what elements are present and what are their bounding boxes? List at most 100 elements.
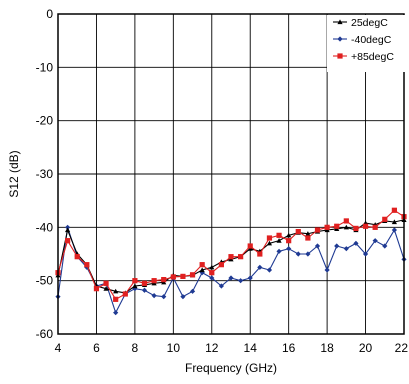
data-point: [65, 227, 71, 233]
data-point: [189, 272, 196, 278]
legend-marker: [337, 36, 343, 42]
data-point: [218, 262, 224, 268]
y-tick-label: -20: [36, 114, 54, 128]
data-point: [266, 267, 273, 273]
x-tick-label: 16: [282, 341, 296, 355]
data-point: [343, 218, 349, 224]
data-point: [391, 207, 397, 213]
data-point: [113, 310, 119, 316]
data-point: [343, 246, 349, 252]
data-point: [257, 264, 263, 270]
data-point: [151, 278, 157, 284]
y-tick-label: -10: [36, 60, 54, 74]
legend-item: +85degC: [333, 51, 394, 63]
legend-label: 25degC: [351, 17, 388, 29]
data-point: [209, 264, 215, 270]
data-point: [391, 219, 397, 225]
x-axis-label: Frequency (GHz): [185, 361, 277, 375]
x-tick-label: 6: [93, 341, 100, 355]
data-point: [238, 278, 244, 284]
data-point: [209, 275, 215, 281]
x-tick-label: 14: [244, 341, 258, 355]
data-point: [113, 288, 119, 294]
data-point: [93, 286, 100, 292]
data-point: [65, 238, 71, 244]
data-point: [286, 232, 292, 238]
data-point: [334, 243, 340, 249]
data-point: [122, 291, 128, 297]
x-tick-label: 8: [132, 341, 139, 355]
data-point: [180, 294, 186, 300]
legend-item: 25degC: [333, 17, 388, 29]
data-point: [314, 227, 321, 233]
x-ticks: 4 6 8 10 12 14 16 18 20 22: [55, 341, 409, 355]
data-point: [247, 275, 253, 281]
data-point: [305, 231, 311, 236]
data-point: [276, 238, 282, 243]
series-line: [57, 227, 405, 315]
data-point: [372, 224, 378, 230]
x-tick-label: 20: [359, 341, 373, 355]
data-point: [247, 243, 253, 249]
data-point: [276, 248, 282, 254]
data-point: [314, 243, 321, 249]
data-point: [218, 283, 224, 289]
series-group: [55, 207, 407, 316]
data-point: [199, 267, 205, 273]
data-point: [362, 223, 369, 229]
data-point: [161, 294, 167, 300]
data-point: [391, 227, 397, 233]
legend-marker: [337, 19, 343, 25]
x-tick-label: 18: [320, 341, 334, 355]
y-tick-label: -30: [36, 167, 54, 181]
data-point: [372, 238, 378, 244]
plot-frame: [57, 13, 405, 335]
data-point: [113, 296, 119, 302]
data-point: [353, 225, 359, 231]
y-tick-label: -40: [36, 220, 54, 234]
data-point: [132, 278, 138, 284]
x-tick-label: 4: [55, 341, 62, 355]
data-point: [276, 232, 282, 238]
data-point: [295, 251, 301, 257]
data-point: [343, 224, 349, 230]
data-point: [151, 293, 157, 299]
data-point: [324, 224, 330, 230]
legend: 25degC -40degC +85degC: [327, 15, 405, 72]
data-point: [238, 254, 244, 260]
series--40degC: [55, 224, 407, 316]
y-axis-label: S12 (dB): [7, 150, 21, 197]
legend-label: -40degC: [351, 34, 392, 46]
data-point: [189, 288, 196, 294]
data-point: [305, 235, 311, 241]
legend-label: +85degC: [351, 51, 394, 63]
x-tick-label: 10: [167, 341, 181, 355]
data-point: [295, 229, 301, 235]
data-point: [362, 251, 369, 257]
y-tick-label: -50: [36, 274, 54, 288]
data-point: [353, 240, 359, 246]
data-point: [209, 270, 215, 276]
data-point: [382, 243, 388, 249]
data-point: [324, 267, 330, 273]
series-+85degC: [55, 207, 407, 302]
data-point: [132, 283, 138, 289]
data-point: [286, 238, 292, 244]
data-point: [84, 262, 90, 268]
data-point: [141, 280, 148, 286]
legend-marker: [337, 53, 343, 59]
data-point: [228, 275, 234, 281]
data-point: [382, 216, 388, 222]
data-point: [103, 280, 109, 286]
legend-background: [327, 15, 405, 72]
data-point: [180, 273, 186, 279]
y-tick-label: 0: [46, 7, 53, 21]
data-point: [305, 251, 311, 257]
x-tick-label: 22: [395, 341, 409, 355]
data-point: [228, 254, 234, 260]
x-tick-label: 12: [205, 341, 219, 355]
data-point: [199, 262, 205, 268]
data-point: [257, 251, 263, 257]
